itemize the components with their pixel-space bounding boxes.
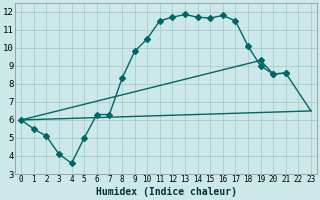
X-axis label: Humidex (Indice chaleur): Humidex (Indice chaleur) (96, 187, 236, 197)
